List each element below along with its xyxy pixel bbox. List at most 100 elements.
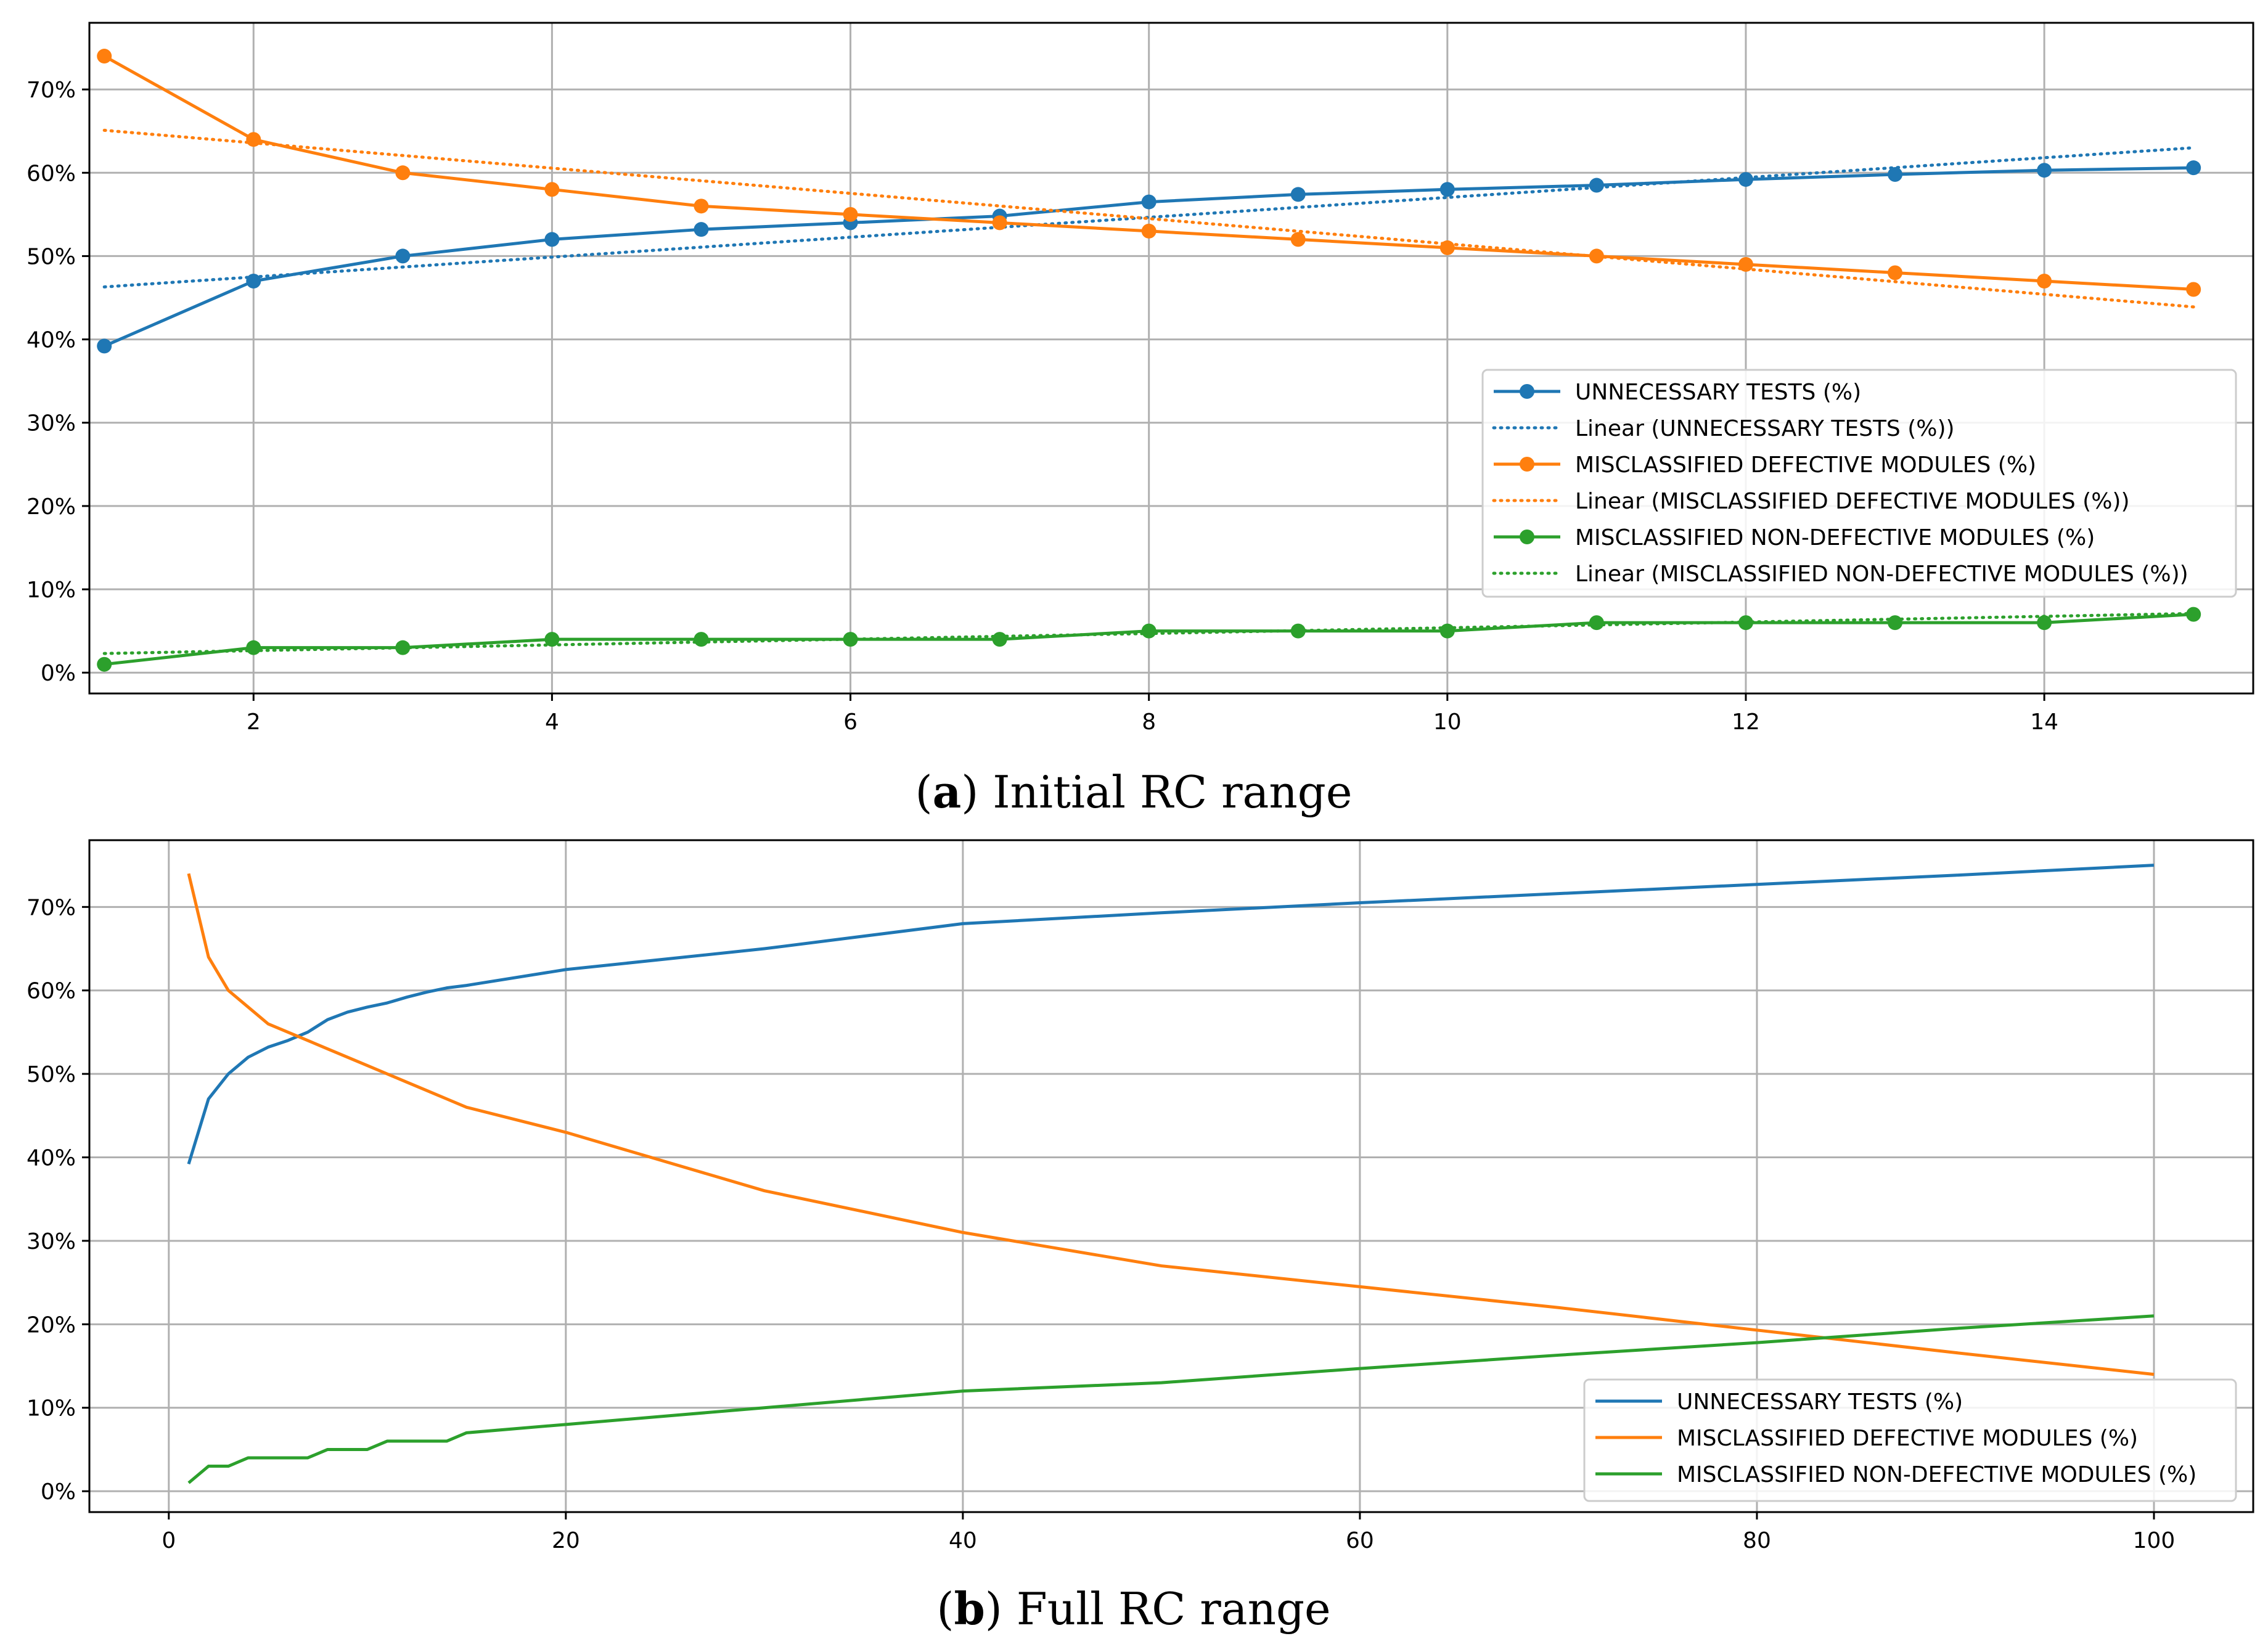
legend-marker	[1520, 457, 1534, 472]
series-line-b-1	[187, 873, 2155, 1376]
x-tick-label: 60	[1346, 1528, 1374, 1553]
legend-label: Linear (MISCLASSIFIED DEFECTIVE MODULES …	[1575, 489, 2130, 514]
caption-b: (b) Full RC range	[936, 1582, 1330, 1635]
series-line-a-1	[102, 146, 2195, 288]
axes-frame-b	[88, 839, 2254, 1513]
legend-label: MISCLASSIFIED NON-DEFECTIVE MODULES (%)	[1677, 1462, 2196, 1487]
y-tick-label: 20%	[27, 1312, 76, 1338]
axes-frame-a	[88, 22, 2254, 695]
y-tick-label: 40%	[27, 328, 76, 353]
legend-label: UNNECESSARY TESTS (%)	[1575, 380, 1861, 405]
y-tick-label: 50%	[27, 1062, 76, 1087]
data-point	[1141, 223, 1157, 239]
legend-marker	[1520, 384, 1534, 399]
x-tick-label: 4	[545, 710, 559, 735]
y-tick-label: 0%	[41, 661, 76, 686]
y-tick-label: 70%	[27, 895, 76, 920]
data-point	[843, 207, 858, 222]
legend-a: UNNECESSARY TESTS (%) Linear (UNNECESSARY…	[1481, 369, 2237, 598]
legend-box	[1481, 369, 2237, 598]
data-point	[395, 165, 411, 181]
caption-b-letter: b	[954, 1582, 985, 1635]
y-tick-label: 20%	[27, 494, 76, 520]
legend-marker	[1520, 530, 1534, 544]
data-point	[246, 640, 261, 655]
data-point	[992, 215, 1007, 231]
data-point	[2037, 273, 2052, 288]
legend-label: MISCLASSIFIED DEFECTIVE MODULES (%)	[1677, 1426, 2138, 1451]
caption-a-letter: a	[933, 766, 962, 818]
y-tick-label: 10%	[27, 578, 76, 603]
x-tick-label: 100	[2133, 1528, 2176, 1553]
legend-label: MISCLASSIFIED DEFECTIVE MODULES (%)	[1575, 452, 2036, 478]
data-point	[544, 632, 560, 647]
x-tick-label: 6	[843, 710, 858, 735]
data-point	[97, 338, 112, 354]
data-point	[1888, 615, 1903, 631]
x-tick-label: 20	[552, 1528, 580, 1553]
data-point	[694, 222, 709, 237]
legend-label: Linear (MISCLASSIFIED NON-DEFECTIVE MODU…	[1575, 562, 2188, 587]
caption-a: (a) Initial RC range	[915, 766, 1353, 818]
x-tick-label: 10	[1433, 710, 1462, 735]
x-tick-label: 40	[949, 1528, 977, 1553]
data-point	[395, 248, 411, 264]
data-point	[544, 182, 560, 197]
data-point	[694, 198, 709, 214]
chart-panel-a: 2 4 6 8 10 12 14 0% 10% 20% 30% 40% 50% 60% 70% UNNECE…	[27, 22, 2254, 818]
y-tick-label: 70%	[27, 78, 76, 103]
data-point	[1290, 232, 1306, 247]
ticks-b: 0 20 40 60 80 100 0% 10% 20% 30% 40% 50% 60% 70%	[27, 895, 2175, 1553]
data-point	[2037, 615, 2052, 631]
data-point	[1888, 166, 1903, 182]
data-point	[1141, 623, 1157, 639]
data-point	[246, 273, 261, 288]
y-tick-label: 60%	[27, 161, 76, 186]
y-tick-label: 40%	[27, 1146, 76, 1171]
data-point	[1589, 178, 1604, 193]
series-line-b-2	[187, 1314, 2155, 1484]
data-point	[1439, 182, 1455, 197]
legend-b: UNNECESSARY TESTS (%) MISCLASSIFIED DEFEC…	[1583, 1378, 2237, 1502]
y-tick-label: 0%	[41, 1479, 76, 1505]
y-tick-label: 60%	[27, 979, 76, 1004]
data-point	[992, 632, 1007, 647]
y-tick-label: 10%	[27, 1396, 76, 1421]
series-layer-a	[97, 49, 2201, 672]
data-point	[694, 632, 709, 647]
data-point	[2186, 160, 2201, 176]
legend-label: MISCLASSIFIED NON-DEFECTIVE MODULES (%)	[1575, 525, 2095, 550]
chart-panel-b: 0 20 40 60 80 100 0% 10% 20% 30% 40% 50% 60% 70% UNNE…	[27, 839, 2254, 1635]
data-point	[1141, 194, 1157, 210]
legend-box	[1583, 1378, 2237, 1502]
x-tick-label: 0	[162, 1528, 176, 1553]
data-point	[2186, 282, 2201, 297]
data-point	[1589, 615, 1604, 631]
data-point	[97, 656, 112, 672]
series-line-b-0	[187, 864, 2155, 1165]
caption-b-text: Full RC range	[1017, 1583, 1331, 1635]
series-layer-b	[187, 864, 2155, 1484]
data-point	[1290, 187, 1306, 202]
data-point	[2037, 163, 2052, 178]
x-tick-label: 8	[1142, 710, 1156, 735]
data-point	[97, 49, 112, 64]
caption-a-text: Initial RC range	[993, 766, 1352, 818]
data-point	[246, 132, 261, 147]
data-point	[1888, 265, 1903, 280]
ticks-a: 2 4 6 8 10 12 14 0% 10% 20% 30% 40% 50% 60% 70%	[27, 78, 2058, 735]
x-tick-label: 2	[247, 710, 261, 735]
y-tick-label: 30%	[27, 411, 76, 436]
x-tick-label: 80	[1743, 1528, 1771, 1553]
data-point	[1738, 172, 1753, 187]
x-tick-label: 14	[2030, 710, 2058, 735]
legend-label: Linear (UNNECESSARY TESTS (%))	[1575, 416, 1955, 441]
data-point	[544, 232, 560, 247]
series-line-a-5	[102, 611, 2195, 655]
y-tick-label: 30%	[27, 1229, 76, 1254]
x-tick-label: 12	[1732, 710, 1760, 735]
y-tick-label: 50%	[27, 244, 76, 269]
data-point	[1439, 623, 1455, 639]
legend-label: UNNECESSARY TESTS (%)	[1677, 1389, 1963, 1415]
